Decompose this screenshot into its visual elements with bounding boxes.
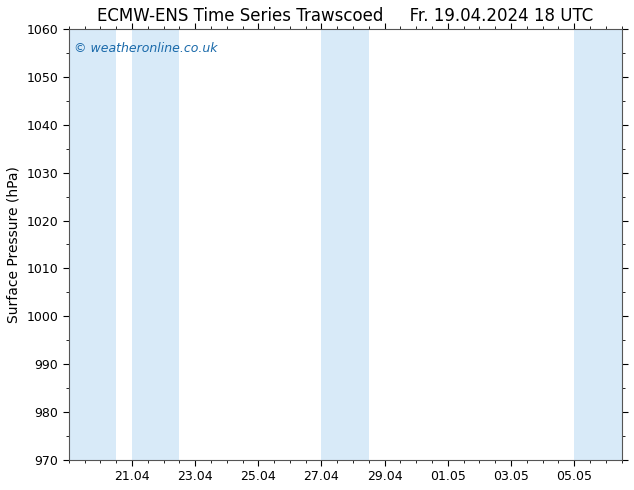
Bar — [69, 29, 116, 460]
Bar — [321, 29, 369, 460]
Bar — [132, 29, 179, 460]
Text: © weatheronline.co.uk: © weatheronline.co.uk — [74, 42, 218, 55]
Title: ECMW-ENS Time Series Trawscoed     Fr. 19.04.2024 18 UTC: ECMW-ENS Time Series Trawscoed Fr. 19.04… — [97, 7, 593, 25]
Y-axis label: Surface Pressure (hPa): Surface Pressure (hPa) — [7, 166, 21, 323]
Bar — [574, 29, 621, 460]
